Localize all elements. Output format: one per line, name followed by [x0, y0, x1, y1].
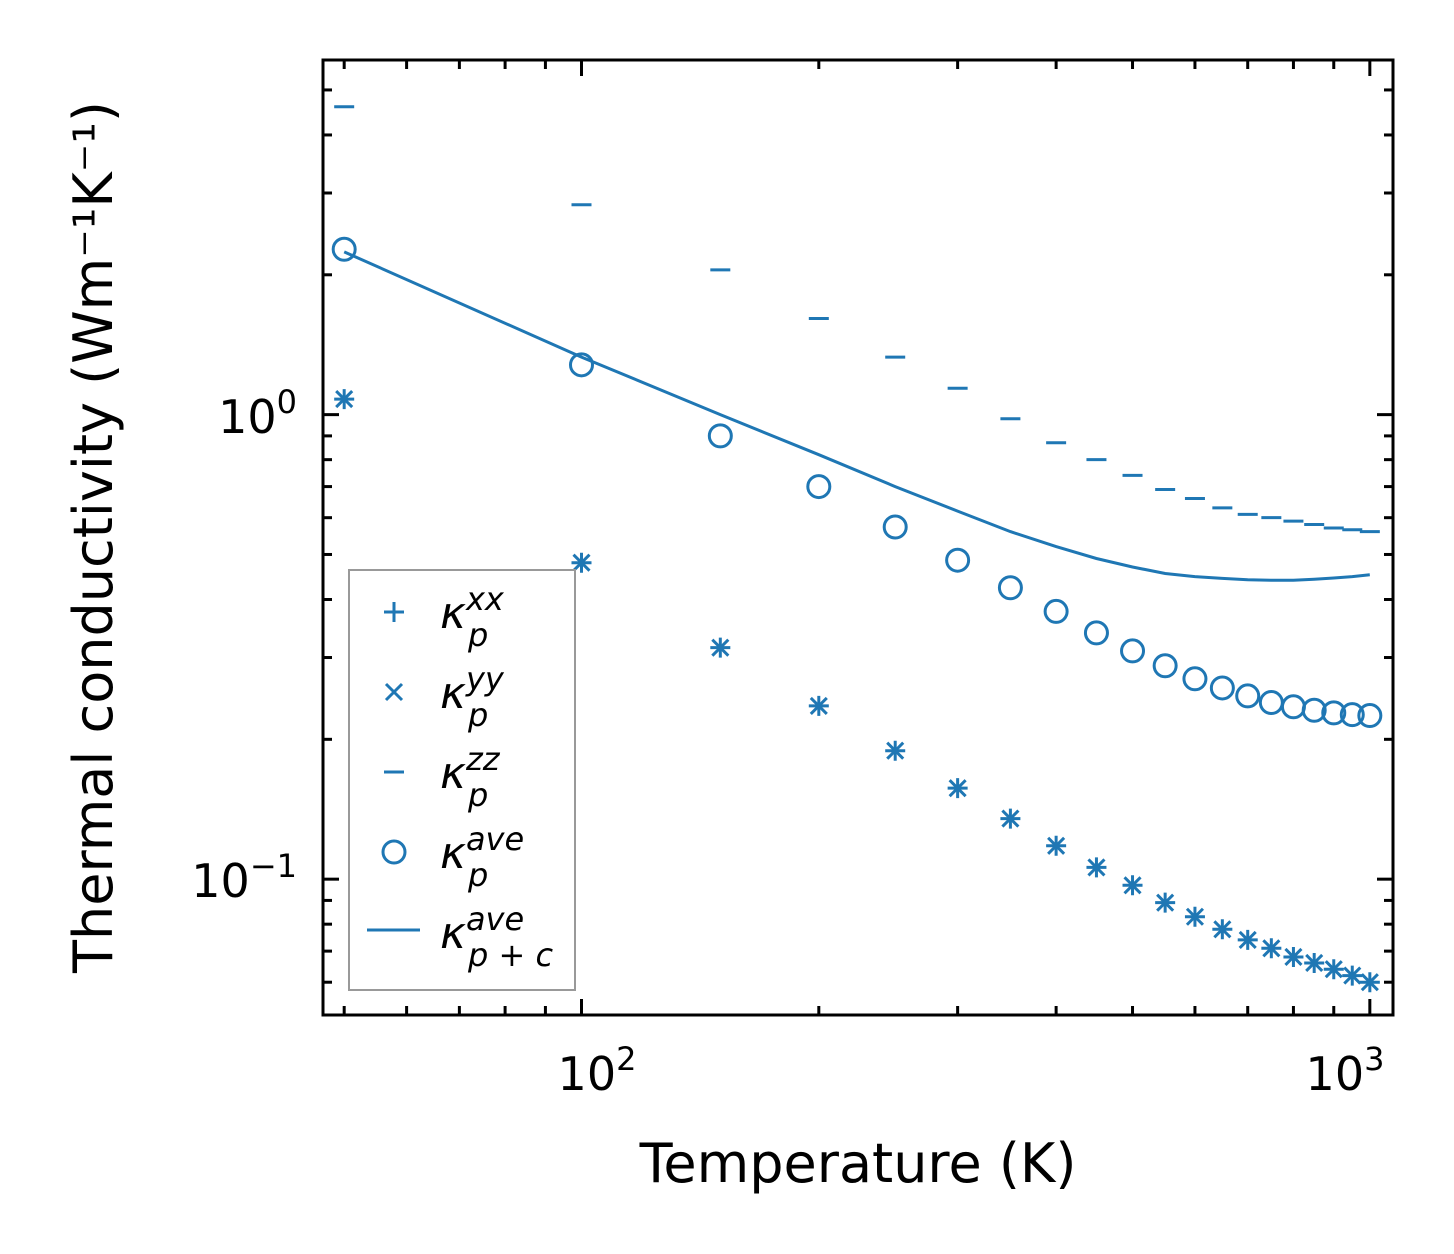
- data-point-circle: [1152, 653, 1178, 679]
- data-point-circle: [1280, 694, 1306, 720]
- data-point-x: [1284, 947, 1303, 967]
- legend-symbol: κ: [440, 748, 466, 799]
- data-point-circle: [331, 236, 357, 262]
- data-point-x: [1185, 907, 1205, 926]
- legend-superscript: yy: [465, 660, 505, 698]
- y-axis-title: Thermal conductivity (Wm⁻¹K⁻¹): [62, 101, 125, 974]
- data-point-x: [1156, 893, 1175, 912]
- series-hline: [334, 105, 1380, 534]
- data-point-circle: [1321, 700, 1347, 726]
- data-point-x: [711, 638, 730, 657]
- legend-marker-plus: [384, 602, 404, 622]
- data-point-x: [886, 741, 905, 760]
- legend-marker-circle: [381, 839, 407, 865]
- legend-label-kxx: κxx p: [440, 580, 505, 654]
- data-point-circle: [1339, 702, 1365, 728]
- legend-label-kyy: κyy p: [440, 660, 505, 734]
- legend-subscript: p: [467, 856, 488, 894]
- legend-superscript: zz: [465, 740, 501, 778]
- data-point-x: [809, 696, 828, 715]
- series-x: [335, 390, 1379, 992]
- legend-symbol: κ: [440, 908, 466, 959]
- legend-markers: [367, 602, 420, 932]
- data-point-circle: [1083, 620, 1109, 646]
- legend-superscript: xx: [465, 580, 505, 618]
- data-point-x: [1360, 973, 1379, 992]
- x-tick-base: 10: [558, 1047, 617, 1101]
- data-point-x: [1213, 920, 1232, 939]
- data-point-x: [1238, 930, 1257, 949]
- series-circle: [331, 236, 1383, 729]
- data-point-x: [572, 553, 591, 572]
- data-point-x: [1324, 960, 1343, 979]
- legend-subscript: p: [467, 776, 488, 814]
- data-point-circle: [1120, 638, 1146, 664]
- data-point-circle: [707, 423, 733, 449]
- data-point-circle: [1182, 666, 1208, 692]
- legend-superscript: ave: [466, 900, 524, 938]
- data-point-x: [1087, 858, 1106, 877]
- data-point-x: [1343, 966, 1362, 985]
- data-point-x: [1123, 876, 1142, 895]
- x-axis-title: Temperature (K): [639, 1132, 1077, 1195]
- y-tick-base: 10: [218, 390, 277, 444]
- tick-labels: 102 103 10−1 100: [191, 383, 1384, 1101]
- data-point-circle: [945, 547, 971, 573]
- legend-subscript: p + c: [467, 936, 553, 974]
- data-point-x: [1305, 953, 1324, 973]
- x-tick-label-100: 102: [558, 1040, 637, 1101]
- data-point-circle: [806, 474, 832, 500]
- legend-subscript: p: [467, 696, 488, 734]
- y-tick-base: 10: [191, 854, 250, 908]
- data-point-circle: [1357, 703, 1383, 729]
- legend-marker-x: [384, 682, 404, 702]
- series-line: [343, 250, 1370, 582]
- data-point-circle: [882, 514, 908, 540]
- y-tick-label-1: 100: [218, 383, 297, 444]
- plot-data: [331, 105, 1383, 993]
- data-point-x: [1001, 809, 1020, 828]
- x-tick-base: 10: [1306, 1047, 1365, 1101]
- legend-label-kave: κave p: [440, 820, 524, 894]
- legend: κxx p κyy p κzz p κave p κave p + c: [348, 569, 576, 991]
- x-tick-exp: 2: [616, 1040, 636, 1078]
- data-point-x: [1047, 836, 1066, 855]
- data-point-circle: [1209, 675, 1235, 701]
- data-point-x: [335, 390, 354, 409]
- data-point-circle: [568, 352, 594, 378]
- plot-frame: [321, 58, 1395, 1017]
- series-line: [343, 250, 1370, 582]
- data-point-circle: [997, 575, 1023, 601]
- data-point-circle: [1258, 690, 1284, 716]
- data-point-x: [948, 779, 967, 798]
- legend-symbol: κ: [440, 588, 466, 639]
- y-tick-label-0.1: 10−1: [191, 847, 297, 908]
- legend-symbol: κ: [440, 668, 466, 719]
- x-tick-label-1000: 103: [1306, 1040, 1385, 1101]
- y-tick-exp: 0: [277, 383, 297, 421]
- legend-label-kpc-ave: κave p + c: [440, 900, 553, 974]
- legend-symbol: κ: [440, 828, 466, 879]
- data-point-x: [1262, 939, 1281, 958]
- legend-superscript: ave: [466, 820, 524, 858]
- data-point-circle: [1301, 697, 1327, 723]
- data-point-circle: [1043, 598, 1069, 624]
- data-point-circle: [1235, 683, 1261, 709]
- y-tick-exp: −1: [250, 847, 297, 885]
- x-tick-exp: 3: [1364, 1040, 1384, 1078]
- legend-label-kzz: κzz p: [440, 740, 501, 814]
- legend-subscript: p: [467, 616, 488, 654]
- legend-box: [348, 569, 576, 991]
